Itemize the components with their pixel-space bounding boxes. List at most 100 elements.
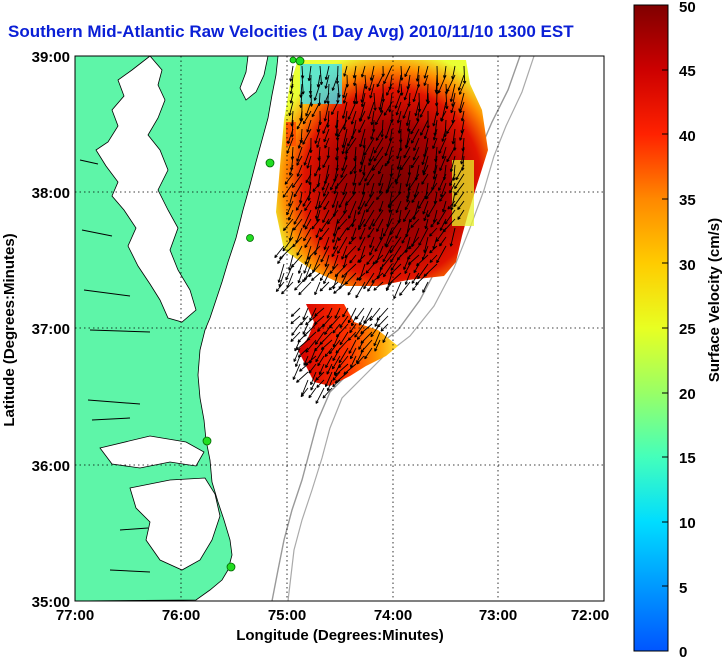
velocity-arrow bbox=[439, 218, 447, 231]
velocity-arrow bbox=[364, 164, 375, 182]
velocity-arrow bbox=[350, 355, 357, 368]
velocity-arrow bbox=[401, 227, 411, 244]
velocity-arrow bbox=[289, 65, 294, 82]
velocity-arrow bbox=[368, 74, 375, 92]
velocity-arrow bbox=[376, 218, 384, 232]
velocity-arrow bbox=[462, 65, 467, 84]
velocity-arrow bbox=[317, 355, 325, 367]
velocity-arrow bbox=[287, 209, 294, 221]
velocity-arrow bbox=[328, 339, 341, 355]
velocity-arrow bbox=[426, 110, 430, 129]
velocity-arrow bbox=[342, 92, 348, 104]
x-tick-label: 74:00 bbox=[374, 607, 412, 624]
velocity-arrow bbox=[333, 281, 348, 294]
velocity-arrow bbox=[384, 155, 393, 167]
velocity-arrow bbox=[282, 236, 294, 252]
velocity-arrow bbox=[450, 191, 456, 211]
velocity-arrow bbox=[341, 155, 348, 172]
velocity-arrow bbox=[449, 227, 456, 247]
velocity-arrow bbox=[274, 245, 285, 259]
velocity-arrow bbox=[341, 128, 348, 149]
hf-radar-stations bbox=[202, 56, 305, 572]
station-marker bbox=[202, 436, 212, 446]
velocity-arrow bbox=[365, 263, 375, 274]
velocity-arrow bbox=[412, 281, 420, 291]
velocity-arrow bbox=[454, 173, 465, 190]
velocity-arrow bbox=[315, 347, 325, 363]
y-tick-label: 35:00 bbox=[32, 594, 70, 611]
velocity-arrow bbox=[382, 263, 393, 278]
velocity-arrow bbox=[364, 191, 375, 207]
velocity-arrow bbox=[297, 272, 303, 284]
velocity-arrow bbox=[356, 331, 365, 340]
velocity-arrow bbox=[311, 218, 321, 230]
velocity-arrow bbox=[436, 245, 447, 264]
velocity-arrow bbox=[405, 110, 411, 127]
velocity-arrow bbox=[348, 236, 357, 245]
velocity-arrow bbox=[369, 83, 375, 99]
velocity-arrow bbox=[366, 173, 375, 186]
velocity-arrow bbox=[302, 209, 312, 228]
station-marker bbox=[226, 562, 236, 572]
velocity-arrow bbox=[337, 236, 348, 254]
velocity-arrow bbox=[296, 155, 303, 166]
velocity-arrow bbox=[303, 227, 312, 242]
colorbar-tick-marks bbox=[662, 69, 668, 652]
x-axis-label: Longitude (Degrees:Minutes) bbox=[236, 627, 444, 644]
velocity-arrow bbox=[370, 323, 381, 338]
velocity-arrow bbox=[299, 363, 309, 372]
velocity-arrow bbox=[352, 173, 357, 186]
velocity-arrow bbox=[332, 371, 341, 381]
velocity-arrow bbox=[295, 355, 301, 368]
velocity-arrow bbox=[352, 74, 357, 87]
velocity-arrow bbox=[321, 173, 330, 191]
velocity-arrow bbox=[282, 182, 294, 198]
velocity-arrow bbox=[295, 339, 309, 351]
velocity-arrow bbox=[410, 119, 420, 135]
velocity-arrow bbox=[338, 191, 348, 209]
velocity-arrow bbox=[319, 65, 324, 85]
velocity-arrow bbox=[308, 387, 317, 399]
river-inlets bbox=[79, 159, 151, 573]
velocity-arrow bbox=[347, 128, 357, 147]
velocity-arrow bbox=[388, 200, 393, 213]
velocity-arrow bbox=[306, 119, 312, 133]
velocity-arrow bbox=[362, 164, 366, 176]
velocity-arrow bbox=[293, 182, 303, 198]
velocity-arrow bbox=[358, 119, 366, 134]
velocity-arrow bbox=[275, 281, 285, 293]
velocity-arrow bbox=[363, 137, 375, 156]
velocity-arrow bbox=[441, 200, 447, 213]
colorbar-label: Surface Velocity (cm/s) bbox=[706, 218, 723, 382]
velocity-arrow bbox=[320, 245, 330, 263]
velocity-arrow bbox=[439, 155, 447, 172]
map-title: Southern Mid-Atlantic Raw Velocities (1 … bbox=[8, 22, 574, 41]
velocity-arrow bbox=[421, 173, 429, 185]
colorbar-tick-label: 5 bbox=[679, 580, 687, 597]
velocity-arrow bbox=[374, 339, 381, 352]
velocity-arrow bbox=[348, 200, 357, 219]
velocity-arrow bbox=[342, 182, 348, 196]
velocity-arrow bbox=[396, 74, 402, 94]
velocity-arrow bbox=[299, 110, 303, 122]
velocity-arrow bbox=[315, 371, 325, 381]
velocity-arrow bbox=[446, 146, 456, 163]
velocity-arrow bbox=[358, 315, 365, 326]
velocity-arrow bbox=[314, 331, 325, 345]
velocity-arrow bbox=[388, 92, 393, 113]
velocity-arrow bbox=[313, 236, 321, 256]
velocity-arrow bbox=[383, 101, 393, 116]
velocity-arrow bbox=[293, 347, 301, 362]
velocity-arrow bbox=[413, 137, 420, 152]
y-tick-labels: 35:00 36:00 37:00 38:00 39:00 bbox=[32, 49, 70, 611]
velocity-arrow bbox=[302, 191, 312, 207]
velocity-arrow bbox=[438, 173, 447, 191]
velocity-arrow bbox=[304, 200, 312, 212]
velocity-arrow bbox=[361, 182, 366, 195]
velocity-arrow bbox=[347, 307, 357, 324]
velocity-arrow bbox=[351, 227, 357, 241]
velocity-arrow bbox=[374, 236, 384, 252]
velocity-arrow bbox=[341, 263, 357, 278]
velocity-arrow bbox=[349, 254, 357, 264]
